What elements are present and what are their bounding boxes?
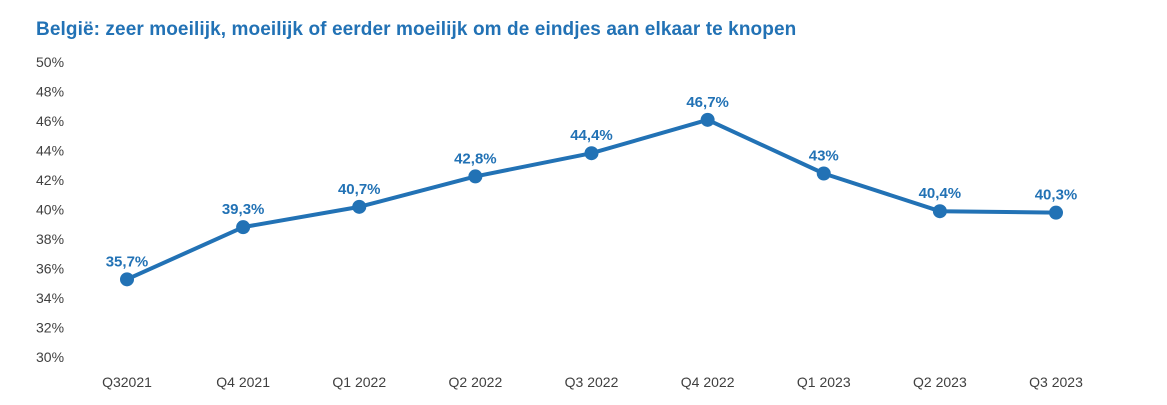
y-axis-tick-label: 40%	[36, 202, 64, 218]
x-axis-tick-label: Q3 2023	[1029, 374, 1083, 390]
x-axis-tick-label: Q2 2022	[449, 374, 503, 390]
data-point-label: 39,3%	[222, 201, 265, 218]
data-point-marker	[700, 112, 715, 127]
y-axis-tick-label: 48%	[36, 84, 64, 100]
data-point-marker	[1049, 205, 1063, 220]
data-point-marker	[816, 166, 831, 181]
data-point-label: 43%	[809, 148, 839, 165]
y-axis-tick-label: 42%	[36, 172, 64, 188]
data-point-label: 40,7%	[338, 181, 381, 198]
chart-title: België: zeer moeilijk, moeilijk of eerde…	[36, 19, 797, 40]
y-axis-tick-label: 30%	[36, 349, 64, 365]
y-axis-tick-label: 44%	[36, 143, 64, 159]
y-axis-tick-label: 34%	[36, 290, 64, 306]
data-point-label: 44,4%	[570, 127, 613, 144]
y-axis-tick-label: 46%	[36, 113, 64, 129]
x-axis-tick-label: Q1 2023	[797, 374, 851, 390]
x-axis-tick-label: Q2 2023	[913, 374, 967, 390]
data-point-label: 42,8%	[454, 150, 497, 167]
x-axis-tick-label: Q4 2021	[216, 374, 270, 390]
data-point-marker	[584, 146, 599, 161]
y-axis-tick-label: 36%	[36, 261, 64, 277]
data-point-marker	[468, 169, 483, 184]
data-point-marker	[352, 199, 367, 214]
y-axis-tick-label: 32%	[36, 320, 64, 336]
data-point-label: 35,7%	[106, 253, 149, 270]
x-axis-tick-label: Q1 2022	[332, 374, 386, 390]
data-point-label: 46,7%	[686, 94, 729, 111]
data-point-marker	[932, 204, 947, 219]
y-axis-tick-label: 50%	[36, 54, 64, 70]
x-axis-tick-label: Q4 2022	[681, 374, 735, 390]
data-point-label: 40,3%	[1035, 187, 1078, 204]
data-point-marker	[236, 220, 251, 235]
x-axis-tick-label: Q32021	[102, 374, 152, 390]
y-axis-tick-label: 38%	[36, 231, 64, 247]
x-axis-tick-label: Q3 2022	[565, 374, 619, 390]
data-point-marker	[120, 272, 134, 287]
data-point-label: 40,4%	[919, 185, 962, 202]
